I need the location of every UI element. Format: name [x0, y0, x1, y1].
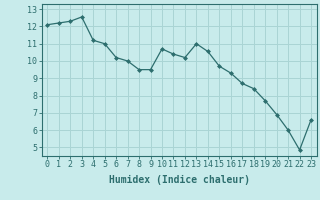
X-axis label: Humidex (Indice chaleur): Humidex (Indice chaleur): [109, 175, 250, 185]
